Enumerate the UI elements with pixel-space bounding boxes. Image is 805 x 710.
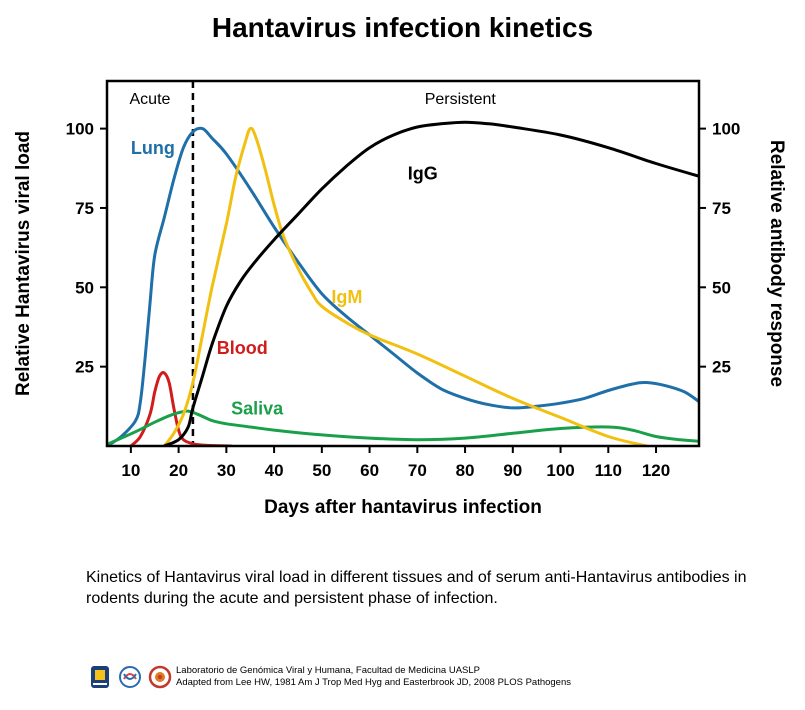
x-tick-label: 70 (408, 461, 427, 480)
x-tick-label: 30 (217, 461, 236, 480)
y-left-axis-title: Relative Hantavirus viral load (13, 131, 34, 396)
x-tick-label: 20 (169, 461, 188, 480)
y-left-tick-label: 75 (75, 199, 94, 218)
series-line-lung (107, 126, 699, 446)
axis-layer: 10 20 30 40 50 60 70 80 90 100 110 120 25 25 50 50 75 75 1… (13, 79, 787, 518)
y-right-axis-title: Relative antibody response (766, 140, 787, 387)
credit-line-1: Laboratorio de Genómica Viral y Humana, … (176, 665, 480, 676)
y-left-tick-label: 50 (75, 278, 94, 297)
y-left-tick-label: 100 (66, 120, 94, 139)
x-tick-label: 10 (121, 461, 140, 480)
uaslp-seal-logo (91, 666, 109, 688)
series-label-igm: IgM (331, 287, 362, 307)
series-label-blood: Blood (217, 338, 268, 358)
series-label-lung: Lung (131, 138, 175, 158)
x-tick-label: 90 (503, 461, 522, 480)
series-layer (107, 120, 699, 446)
label-layer: Lung Blood Saliva IgM IgG Acute Persistent (130, 91, 497, 418)
y-right-tick-label: 100 (712, 120, 740, 139)
y-left-tick-label: 25 (75, 358, 94, 377)
logo-strip (88, 664, 172, 690)
x-tick-label: 80 (456, 461, 475, 480)
credits: Laboratorio de Genómica Viral y Humana, … (176, 665, 571, 689)
y-right-tick-label: 75 (712, 199, 731, 218)
x-tick-label: 100 (546, 461, 574, 480)
chart-title: Hantavirus infection kinetics (211, 12, 594, 43)
x-tick-label: 110 (595, 461, 622, 480)
series-line-igm (162, 126, 648, 446)
y-right-tick-label: 25 (712, 358, 731, 377)
series-label-saliva: Saliva (231, 398, 284, 418)
phase-label-acute: Acute (130, 91, 171, 108)
phase-label-persistent: Persistent (425, 91, 497, 108)
x-tick-label: 40 (265, 461, 284, 480)
medicina-seal-logo (148, 665, 172, 689)
series-line-blood (129, 371, 233, 446)
plot-frame (105, 79, 701, 448)
genomica-lab-logo (119, 666, 141, 688)
x-axis-title: Days after hantavirus infection (264, 497, 542, 518)
series-label-igg: IgG (408, 163, 438, 183)
x-tick-label: 50 (312, 461, 331, 480)
series-line-igg (162, 120, 699, 446)
credit-line-2: Adapted from Lee HW, 1981 Am J Trop Med … (176, 677, 571, 688)
series-line-saliva (107, 409, 699, 446)
x-tick-label: 60 (360, 461, 379, 480)
y-right-tick-label: 50 (712, 278, 731, 297)
kinetics-chart: 10 20 30 40 50 60 70 80 90 100 110 120 25 25 50 50 75 75 1… (13, 79, 787, 518)
x-tick-label: 120 (642, 461, 670, 480)
figure-caption: Kinetics of Hantavirus viral load in dif… (86, 569, 747, 607)
